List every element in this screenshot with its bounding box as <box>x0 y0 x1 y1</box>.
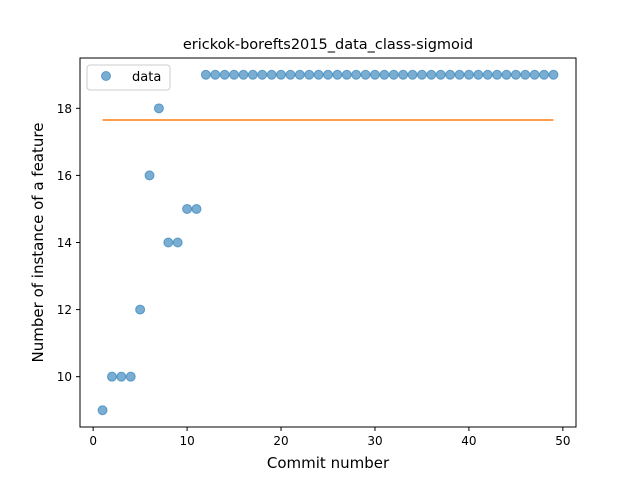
data-point <box>454 69 465 80</box>
data-point <box>351 69 362 80</box>
ticks: 0 10 20 30 40 50 10 12 14 16 18 <box>57 102 571 448</box>
x-tick-label: 40 <box>461 434 476 448</box>
y-tick-label: 12 <box>57 303 72 317</box>
legend-label-data: data <box>132 70 161 85</box>
data-point <box>520 69 531 80</box>
data-point <box>388 69 399 80</box>
y-tick-label: 18 <box>57 102 72 116</box>
data-point <box>435 69 446 80</box>
data-point <box>492 69 503 80</box>
data-point <box>332 69 343 80</box>
data-point <box>210 69 221 80</box>
x-tick-label: 30 <box>367 434 382 448</box>
data-point <box>125 371 136 382</box>
data-point <box>219 69 230 80</box>
data-point <box>144 170 155 181</box>
data-point <box>501 69 512 80</box>
x-tick-label: 0 <box>89 434 97 448</box>
data-point <box>276 69 287 80</box>
data-point <box>294 69 305 80</box>
legend-box <box>86 64 171 91</box>
data-point <box>247 69 258 80</box>
data-point <box>510 69 521 80</box>
data-point <box>360 69 371 80</box>
y-tick-label: 10 <box>57 370 72 384</box>
chart-title: erickok-borefts2015_data_class-sigmoid <box>183 37 473 53</box>
data-point <box>135 304 146 315</box>
x-tick-label: 20 <box>273 434 288 448</box>
data-point <box>238 69 249 80</box>
data-point <box>341 69 352 80</box>
y-axis-title: Number of instance of a feature <box>29 123 47 363</box>
data-point <box>407 69 418 80</box>
data-point <box>482 69 493 80</box>
plot-area <box>97 69 559 416</box>
data-point <box>97 405 108 416</box>
data-point <box>473 69 484 80</box>
data-point <box>548 69 559 80</box>
data-point <box>266 69 277 80</box>
data-point <box>257 69 268 80</box>
data-point <box>426 69 437 80</box>
data-point <box>229 69 240 80</box>
data-point <box>398 69 409 80</box>
data-point <box>116 371 127 382</box>
data-point <box>539 69 550 80</box>
data-point <box>379 69 390 80</box>
data-point <box>163 237 174 248</box>
legend: data <box>86 64 171 91</box>
data-point <box>529 69 540 80</box>
data-point <box>191 203 202 214</box>
data-point <box>172 237 183 248</box>
data-point <box>313 69 324 80</box>
y-tick-label: 16 <box>57 169 72 183</box>
data-point <box>323 69 333 80</box>
data-point <box>445 69 456 80</box>
data-point <box>304 69 315 80</box>
data-point <box>153 103 164 114</box>
data-point <box>416 69 427 80</box>
x-tick-label: 10 <box>179 434 194 448</box>
x-axis-title: Commit number <box>267 454 390 472</box>
y-tick-label: 14 <box>57 236 72 250</box>
legend-marker-data <box>101 71 111 81</box>
data-point <box>106 371 117 382</box>
data-point <box>463 69 474 80</box>
x-tick-label: 50 <box>555 434 570 448</box>
data-point <box>200 69 211 80</box>
data-point <box>285 69 296 80</box>
data-point <box>369 69 380 80</box>
data-point <box>182 203 193 214</box>
